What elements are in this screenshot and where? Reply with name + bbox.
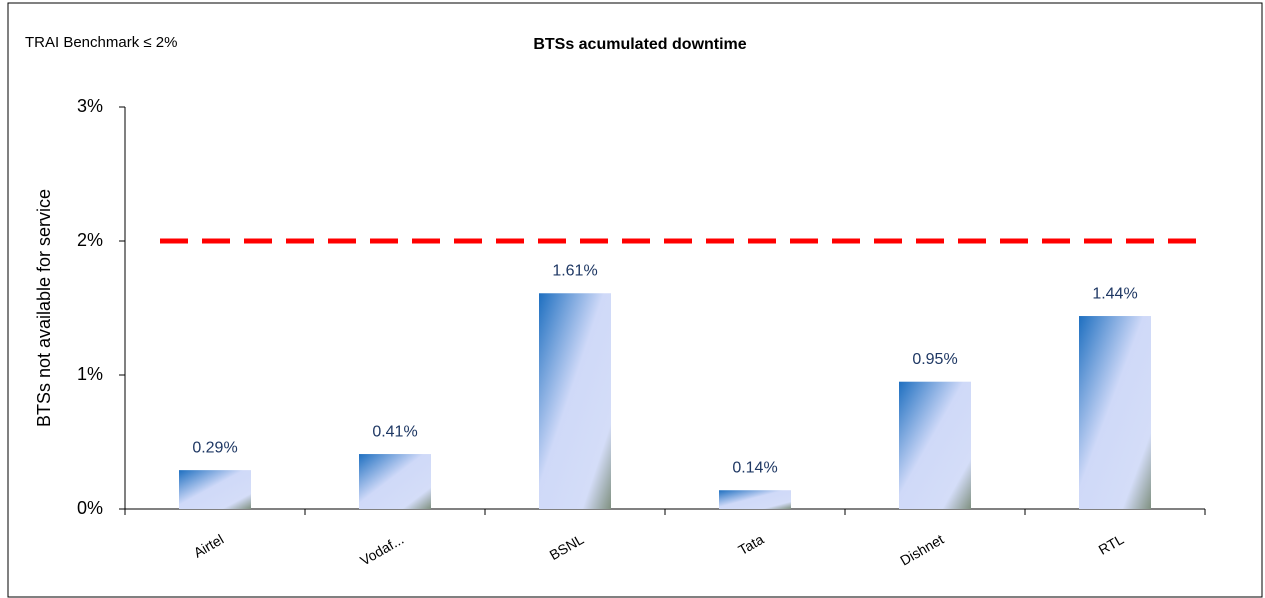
x-tick-label: Vodaf...: [357, 531, 406, 569]
x-tick-label: RTL: [1096, 531, 1127, 558]
y-tick-label: 1%: [77, 364, 103, 384]
data-label: 0.41%: [372, 423, 417, 440]
bar: [179, 470, 251, 509]
data-label: 1.44%: [1092, 285, 1137, 302]
y-axis-label: BTSs not available for service: [34, 189, 54, 427]
y-tick-label: 2%: [77, 230, 103, 250]
bar: [1079, 316, 1151, 509]
annotation: TRAI Benchmark ≤ 2%: [25, 34, 177, 51]
x-tick-label: Tata: [735, 531, 766, 558]
x-tick-label: Dishnet: [897, 531, 946, 569]
bar: [359, 454, 431, 509]
x-tick-label: BSNL: [547, 531, 587, 563]
data-label: 0.29%: [192, 439, 237, 456]
bar: [719, 490, 791, 509]
bar: [539, 293, 611, 509]
data-label: 0.14%: [732, 459, 777, 476]
data-label: 0.95%: [912, 351, 957, 368]
bar: [899, 381, 971, 509]
chart-title: BTSs acumulated downtime: [533, 36, 746, 53]
y-tick-label: 0%: [77, 498, 103, 518]
y-tick-label: 3%: [77, 96, 103, 116]
x-tick-label: Airtel: [191, 531, 227, 561]
data-label: 1.61%: [552, 262, 597, 279]
frame: [7, 2, 1263, 598]
